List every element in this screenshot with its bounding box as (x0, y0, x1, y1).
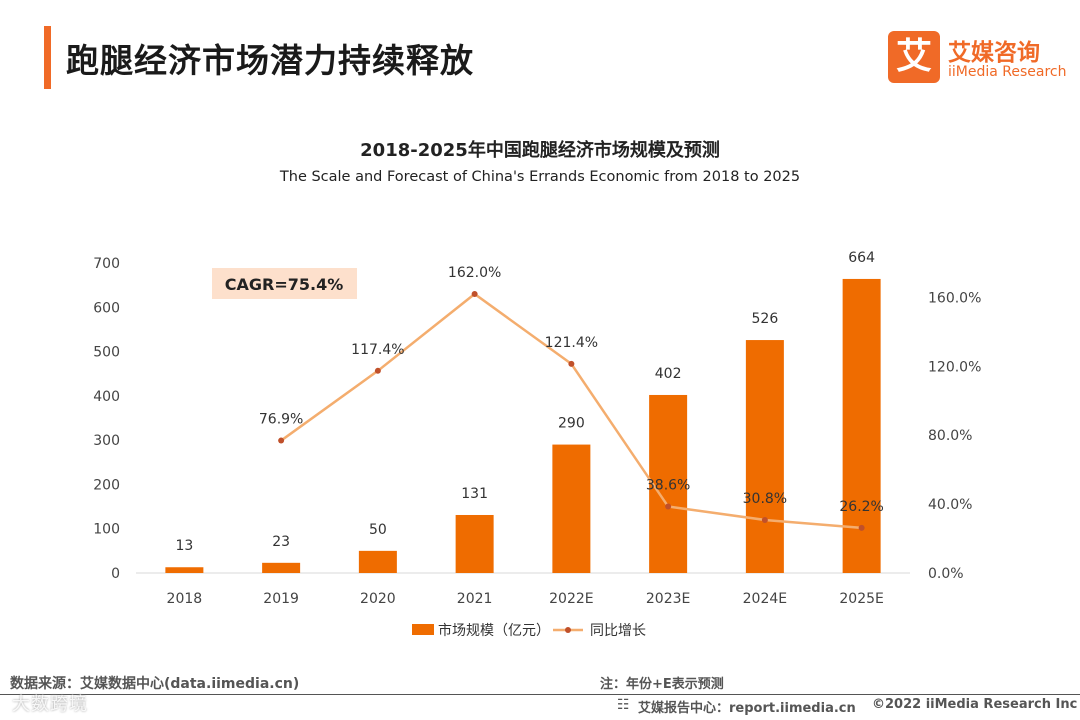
bar-value-label: 13 (175, 538, 193, 554)
logo-name-cn: 艾媒咨询 (948, 40, 1040, 66)
growth-value-label: 26.2% (839, 499, 883, 515)
bar-value-label: 290 (558, 416, 585, 432)
x-tick-label: 2018 (167, 591, 203, 607)
growth-value-label: 30.8% (743, 491, 787, 507)
growth-point-2022E (568, 360, 575, 367)
footer-divider (0, 694, 1080, 695)
bar-value-label: 664 (848, 250, 875, 266)
growth-value-label: 38.6% (646, 478, 690, 494)
y-left-tick-label: 400 (93, 389, 120, 405)
x-tick-label: 2023E (646, 591, 690, 607)
bar-2024E (745, 340, 784, 573)
legend-line-label: 同比增长 (590, 623, 646, 639)
title-accent-bar (44, 26, 51, 89)
growth-point-2025E (858, 524, 865, 531)
page-title: 跑腿经济市场潜力持续释放 (66, 41, 474, 80)
x-tick-label: 2025E (839, 591, 883, 607)
y-left-tick-label: 600 (93, 300, 120, 316)
y-left-tick-label: 0 (111, 566, 120, 582)
growth-point-2020 (374, 367, 381, 374)
bar-2018 (165, 567, 204, 573)
x-tick-label: 2019 (263, 591, 299, 607)
bar-value-label: 23 (272, 534, 290, 550)
y-right-tick-label: 80.0% (928, 428, 972, 444)
y-right-tick-label: 0.0% (928, 566, 964, 582)
bar-value-label: 526 (752, 311, 779, 327)
y-left-tick-label: 100 (93, 522, 120, 538)
y-right-tick-label: 160.0% (928, 290, 981, 306)
chart-subtitle: The Scale and Forecast of China's Errand… (279, 169, 801, 185)
copyright: ©2022 iiMedia Research Inc (872, 697, 1078, 712)
growth-value-label: 117.4% (351, 342, 404, 358)
bar-value-label: 50 (369, 522, 387, 538)
chart-title: 2018-2025年中国跑腿经济市场规模及预测 (360, 140, 720, 161)
growth-point-2023E (665, 503, 672, 510)
legend-bar-swatch (412, 624, 434, 635)
bar-2022E (552, 444, 591, 573)
bar-2019 (262, 562, 301, 573)
cagr-box (212, 268, 357, 299)
bar-2023E (649, 394, 688, 573)
watermark: 大数跨境 (12, 694, 88, 715)
logo-mark-icon: 艾 (888, 31, 940, 83)
x-tick-label: 2024E (743, 591, 787, 607)
bar-value-label: 131 (461, 486, 488, 502)
x-tick-label: 2022E (549, 591, 593, 607)
bar-2025E (842, 278, 881, 573)
iimedia-logo: 艾 艾媒咨询 iiMedia Research (888, 31, 1068, 85)
growth-point-2024E (761, 516, 768, 523)
logo-name-en: iiMedia Research (948, 64, 1067, 80)
y-left-tick-label: 200 (93, 477, 120, 493)
x-tick-label: 2020 (360, 591, 396, 607)
forecast-note: 注：年份+E表示预测 (600, 677, 724, 692)
y-left-tick-label: 300 (93, 433, 120, 449)
y-right-tick-label: 120.0% (928, 359, 981, 375)
y-right-tick-label: 40.0% (928, 497, 972, 513)
report-center-link[interactable]: 艾媒报告中心：report.iimedia.cn (638, 701, 856, 716)
cagr-label: CAGR=75.4% (225, 275, 344, 294)
growth-value-label: 162.0% (448, 265, 501, 281)
bar-2021 (455, 514, 494, 573)
growth-value-label: 76.9% (259, 412, 303, 428)
y-left-tick-label: 500 (93, 345, 120, 361)
bar-2020 (358, 550, 397, 573)
legend-bar-label: 市场规模（亿元） (438, 622, 550, 639)
report-center-icon: ☷ (617, 697, 630, 713)
growth-value-label: 121.4% (545, 335, 598, 351)
y-left-tick-label: 700 (93, 256, 120, 272)
x-tick-label: 2021 (457, 591, 493, 607)
legend-line-marker (565, 627, 571, 633)
bar-value-label: 402 (655, 366, 682, 382)
growth-point-2021 (471, 291, 478, 297)
data-source: 数据来源：艾媒数据中心(data.iimedia.cn) (10, 676, 300, 692)
growth-point-2019 (278, 437, 285, 444)
